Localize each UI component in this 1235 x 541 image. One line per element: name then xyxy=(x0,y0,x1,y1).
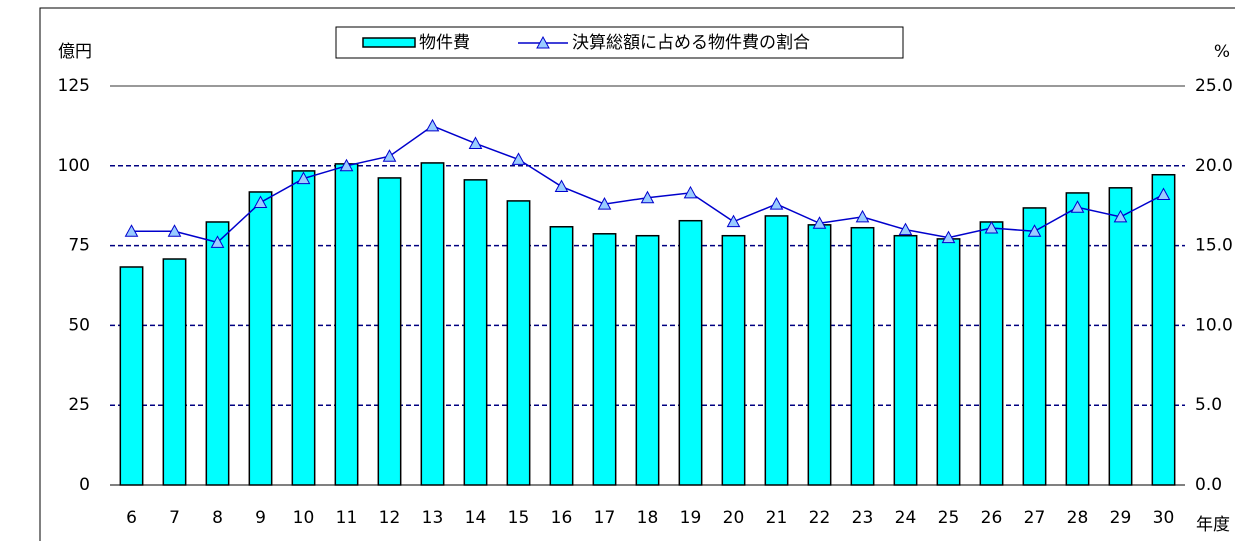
marker xyxy=(1113,209,1128,223)
marker xyxy=(339,158,354,172)
y-tick-label: 125 xyxy=(58,76,90,96)
x-tick-label: 9 xyxy=(255,508,266,528)
x-tick-label: 25 xyxy=(938,508,960,528)
marker xyxy=(941,230,956,244)
y2-tick-label: 25.0 xyxy=(1195,76,1233,96)
marker xyxy=(382,149,397,162)
y2-tick-label: 5.0 xyxy=(1195,395,1222,415)
x-tick-label: 19 xyxy=(680,508,702,528)
marker xyxy=(898,222,913,236)
x-tick-label: 27 xyxy=(1024,508,1046,528)
marker xyxy=(554,179,569,193)
y2-tick-label: 0.0 xyxy=(1195,475,1222,495)
x-tick-label: 18 xyxy=(637,508,659,528)
x-tick-label: 10 xyxy=(293,508,315,528)
y2-tick-label: 10.0 xyxy=(1195,315,1233,335)
legend-marker xyxy=(536,35,550,49)
bar xyxy=(1108,187,1133,486)
marker xyxy=(812,216,827,229)
x-tick-label: 20 xyxy=(723,508,745,528)
marker xyxy=(511,152,526,165)
x-tick-label: 6 xyxy=(126,508,137,528)
x-tick-label: 7 xyxy=(169,508,180,528)
bar xyxy=(635,234,660,486)
x-tick-label: 30 xyxy=(1153,508,1175,528)
y2-tick-label: 15.0 xyxy=(1195,236,1233,256)
line xyxy=(131,125,1164,244)
marker xyxy=(640,190,655,204)
y-tick-label: 25 xyxy=(68,395,90,415)
bar xyxy=(592,233,617,486)
y-tick-label: 100 xyxy=(58,156,90,176)
x-tick-label: 24 xyxy=(895,508,917,528)
y-tick-label: 50 xyxy=(68,315,90,335)
bar xyxy=(764,215,789,486)
bar xyxy=(205,221,230,486)
x-tick-label: 26 xyxy=(981,508,1003,528)
bar xyxy=(1065,192,1090,486)
x-tick-label: 15 xyxy=(508,508,530,528)
y-tick-label: 75 xyxy=(68,236,90,256)
marker xyxy=(855,209,870,223)
bar xyxy=(807,224,832,486)
bar xyxy=(721,234,746,486)
bar xyxy=(1151,173,1176,486)
bar xyxy=(979,221,1004,486)
marker xyxy=(1027,224,1042,237)
bar xyxy=(420,162,445,486)
x-tick-label: 28 xyxy=(1067,508,1089,528)
marker xyxy=(1156,187,1171,201)
x-tick-label: 14 xyxy=(465,508,487,528)
y2-tick-label: 20.0 xyxy=(1195,156,1233,176)
bar xyxy=(506,200,531,486)
x-tick-label: 21 xyxy=(766,508,788,528)
bar xyxy=(334,163,359,486)
bar xyxy=(850,226,875,486)
bar xyxy=(291,170,316,486)
marker xyxy=(468,136,483,149)
marker xyxy=(984,220,999,234)
marker xyxy=(210,235,225,248)
legend-swatch xyxy=(362,37,416,48)
x-tick-label: 11 xyxy=(336,508,358,528)
bar xyxy=(678,219,703,486)
bar xyxy=(549,226,574,486)
bar xyxy=(936,238,961,486)
marker xyxy=(597,197,612,210)
marker xyxy=(726,214,741,228)
legend-label: 物件費 xyxy=(419,33,470,53)
x-tick-label: 8 xyxy=(212,508,223,528)
bar xyxy=(162,258,187,486)
marker xyxy=(1070,200,1085,213)
x-tick-label: 17 xyxy=(594,508,616,528)
bar xyxy=(377,177,402,486)
bar xyxy=(1022,207,1047,486)
bar xyxy=(463,179,488,486)
frame xyxy=(39,7,1235,541)
marker xyxy=(253,195,268,209)
legend-label: 決算総額に占める物件費の割合 xyxy=(572,33,810,53)
marker xyxy=(167,224,182,237)
bar xyxy=(893,234,918,486)
bar xyxy=(119,266,144,486)
bar xyxy=(248,191,273,486)
x-tick-label: 23 xyxy=(852,508,874,528)
marker xyxy=(769,197,784,210)
y-axis-label: 億円 xyxy=(58,42,92,62)
x-tick-label: 12 xyxy=(379,508,401,528)
x-tick-label: 22 xyxy=(809,508,831,528)
marker xyxy=(425,118,440,132)
x-tick-label: 16 xyxy=(551,508,573,528)
legend xyxy=(335,26,904,59)
x-axis-label: 年度 xyxy=(1196,515,1230,535)
x-tick-label: 13 xyxy=(422,508,444,528)
y2-axis-label: % xyxy=(1214,42,1230,62)
marker xyxy=(683,185,698,199)
x-tick-label: 29 xyxy=(1110,508,1132,528)
y-tick-label: 0 xyxy=(79,475,90,495)
marker xyxy=(296,171,311,185)
marker xyxy=(124,224,139,237)
